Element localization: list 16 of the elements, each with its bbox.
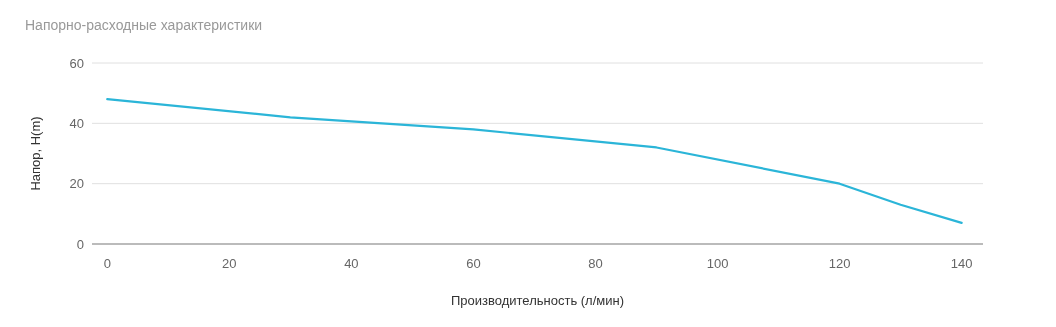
x-tick-label: 0	[103, 256, 111, 271]
chart-title: Напорно-расходные характеристики	[25, 17, 263, 33]
x-tick-label: 80	[588, 256, 603, 271]
x-tick-label: 100	[706, 256, 729, 271]
x-tick-label: 120	[828, 256, 851, 271]
x-tick-label: 20	[222, 256, 237, 271]
x-axis-title: Производительность (л/мин)	[450, 293, 625, 308]
x-tick-label: 40	[344, 256, 359, 271]
y-tick-label: 40	[69, 115, 84, 131]
line-series	[106, 98, 963, 224]
y-tick-label: 0	[76, 236, 84, 252]
y-tick-label: 20	[69, 176, 84, 192]
x-tick-label: 60	[466, 256, 481, 271]
x-tick-label: 140	[950, 256, 973, 271]
y-axis-title: Напор, H(m)	[28, 116, 43, 191]
y-tick-label: 60	[69, 55, 84, 71]
